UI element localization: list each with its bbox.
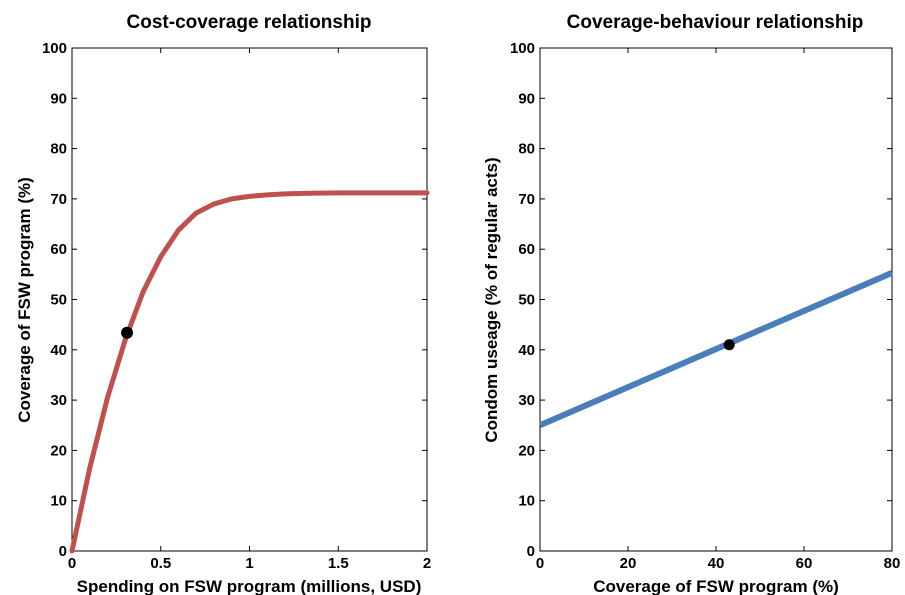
x-tick-label: 0 xyxy=(536,555,544,572)
chart-title: Coverage-behaviour relationship xyxy=(567,12,864,33)
x-tick-label: 1 xyxy=(245,555,253,572)
y-tick-label: 30 xyxy=(518,392,535,409)
coverage-behaviour-line xyxy=(538,270,894,429)
y-tick-label: 20 xyxy=(518,442,535,459)
x-axis-ticks: 0 20 40 60 80 xyxy=(536,48,901,572)
y-tick-label: 30 xyxy=(50,392,67,409)
x-tick-label: 1.5 xyxy=(328,555,349,572)
x-tick-label: 40 xyxy=(708,555,725,572)
x-tick-label: 20 xyxy=(620,555,637,572)
y-axis-label: Condom useage (% of regular acts) xyxy=(482,157,501,442)
y-tick-label: 80 xyxy=(50,141,67,158)
y-tick-label: 40 xyxy=(50,342,67,359)
current-coverage-point xyxy=(723,339,735,351)
x-tick-label: 0.5 xyxy=(150,555,171,572)
cost-coverage-curve xyxy=(69,190,430,554)
y-tick-label: 50 xyxy=(518,292,535,309)
current-spending-point xyxy=(121,326,134,339)
x-tick-label: 80 xyxy=(884,555,901,572)
y-tick-label: 60 xyxy=(518,241,535,258)
y-tick-label: 80 xyxy=(518,141,535,158)
coverage-behaviour-chart: Coverage-behaviour relationship 0 10 20 30 4… xyxy=(482,12,900,595)
x-axis-label: Coverage of FSW program (%) xyxy=(593,577,839,595)
x-axis-label: Spending on FSW program (millions, USD) xyxy=(77,577,422,595)
y-tick-label: 10 xyxy=(50,493,67,510)
y-tick-label: 70 xyxy=(50,191,67,208)
y-axis-ticks: 0 10 20 30 40 50 60 70 80 90 100 xyxy=(510,40,892,560)
y-tick-label: 100 xyxy=(42,40,67,57)
y-tick-label: 20 xyxy=(50,442,67,459)
x-tick-label: 0 xyxy=(68,555,76,572)
x-tick-label: 60 xyxy=(796,555,813,572)
plot-frame xyxy=(539,47,893,552)
y-axis-ticks: 0 10 20 30 40 50 60 70 80 90 100 xyxy=(42,40,427,560)
y-tick-label: 100 xyxy=(510,40,535,57)
x-tick-label: 2 xyxy=(423,555,431,572)
y-tick-label: 0 xyxy=(527,543,535,560)
plot-frame xyxy=(71,47,428,552)
y-tick-label: 90 xyxy=(50,90,67,107)
y-tick-label: 60 xyxy=(50,241,67,258)
y-axis-label: Coverage of FSW program (%) xyxy=(15,177,34,423)
y-tick-label: 90 xyxy=(518,90,535,107)
chart-title: Cost-coverage relationship xyxy=(127,12,372,33)
y-tick-label: 70 xyxy=(518,191,535,208)
cost-coverage-chart: Cost-coverage relationship 0102030405060… xyxy=(15,12,431,595)
x-axis-ticks: 0 0.5 1 1.5 2 xyxy=(68,48,431,572)
y-tick-label: 40 xyxy=(518,342,535,359)
y-tick-label: 10 xyxy=(518,493,535,510)
y-tick-label: 0 xyxy=(59,543,67,560)
y-tick-label: 50 xyxy=(50,292,67,309)
